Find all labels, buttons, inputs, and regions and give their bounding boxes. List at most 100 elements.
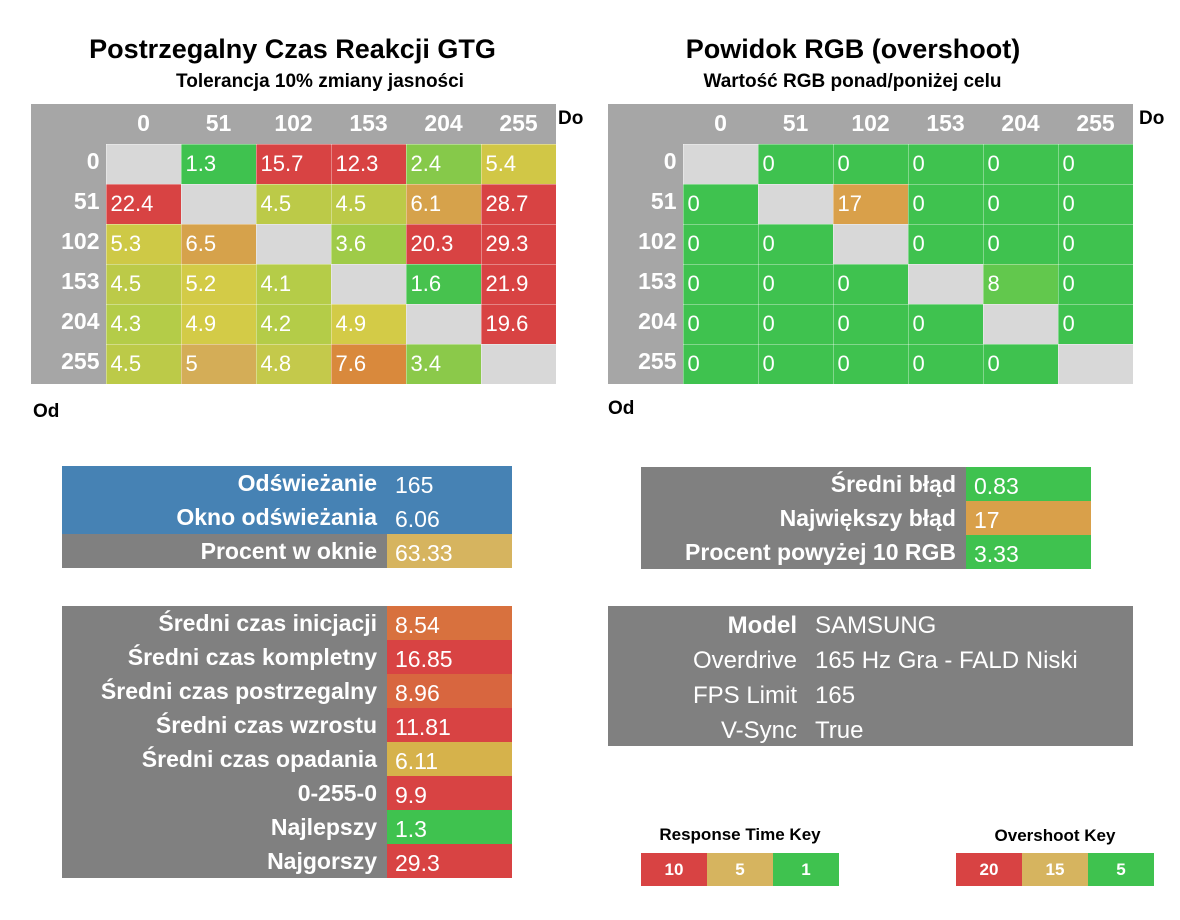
key-swatch: 5 [707, 853, 773, 886]
key-swatch: 1 [773, 853, 839, 886]
heatmap-cell: 3.4 [405, 343, 482, 385]
heatmap-cell: 0 [682, 303, 759, 345]
heatmap-cell: 20.3 [405, 223, 482, 265]
stat-value: 17 [966, 501, 1091, 535]
stat-row: 0-255-0 9.9 [62, 776, 512, 810]
overshoot-ylabel: Od [608, 398, 635, 419]
stat-value: 8.54 [387, 606, 512, 640]
info-row: V-Sync True [608, 713, 1133, 748]
heatmap-cell-empty [982, 303, 1059, 345]
stat-label: Procent powyżej 10 RGB [641, 535, 966, 569]
heatmap-table: 0 51 102 153 204 255 0 0 0 0 0 0 51 0 17 0 0 0 102 0 0 0 0 0 153… [608, 104, 1134, 385]
key-swatch: 15 [1022, 853, 1088, 886]
heatmap-cell: 5.2 [180, 263, 257, 305]
heatmap-cell: 8 [982, 263, 1059, 305]
stat-label: Największy błąd [641, 501, 966, 535]
overshoot-stats-table: Średni błąd 0.83 Największy błąd 17 Procent … [641, 467, 1091, 569]
heatmap-cell: 29.3 [480, 223, 557, 265]
heatmap-cell: 0 [682, 183, 759, 225]
heatmap-cell: 5.4 [480, 143, 557, 185]
heatmap-cell-empty [682, 143, 759, 185]
x-tick-label: 51 [181, 104, 256, 144]
stat-label: Średni czas postrzegalny [62, 674, 387, 708]
info-label: Model [727, 612, 797, 639]
heatmap-cell-empty [757, 183, 834, 225]
heatmap-cell: 4.3 [105, 303, 182, 345]
heatmap-cell: 0 [982, 183, 1059, 225]
stat-row: Procent powyżej 10 RGB 3.33 [641, 535, 1091, 569]
stat-row: Najlepszy 1.3 [62, 810, 512, 844]
heatmap-cell: 15.7 [255, 143, 332, 185]
heatmap-cell: 0 [682, 223, 759, 265]
heatmap-cell: 4.5 [330, 183, 407, 225]
stat-row: Procent w oknie 63.33 [62, 534, 512, 568]
heatmap-corner [608, 104, 683, 144]
heatmap-corner [31, 104, 106, 144]
key-swatch: 20 [956, 853, 1022, 886]
heatmap-cell: 4.5 [105, 263, 182, 305]
gtg-xlabel: Do [558, 108, 584, 129]
heatmap-cell: 2.4 [405, 143, 482, 185]
info-value: SAMSUNG [815, 612, 937, 639]
stat-value: 165 [387, 466, 512, 500]
y-tick-label: 102 [608, 224, 683, 264]
heatmap-cell: 0 [757, 143, 834, 185]
stat-label: Procent w oknie [62, 534, 387, 568]
heatmap-cell: 21.9 [480, 263, 557, 305]
heatmap-cell: 0 [1057, 303, 1134, 345]
y-tick-label: 51 [608, 184, 683, 224]
y-tick-label: 255 [31, 344, 106, 384]
gtg-heatmap: 0 51 102 153 204 255 0 1.3 15.7 12.3 2.4 5.4 51 22.4 4… [31, 104, 557, 385]
heatmap-cell: 0 [907, 223, 984, 265]
stat-row: Średni czas kompletny 16.85 [62, 640, 512, 674]
stat-row: Średni czas inicjacji 8.54 [62, 606, 512, 640]
stat-label: Średni czas wzrostu [62, 708, 387, 742]
info-row: Model SAMSUNG [608, 608, 1133, 643]
heatmap-cell: 4.1 [255, 263, 332, 305]
heatmap-cell: 0 [1057, 183, 1134, 225]
x-tick-label: 0 [683, 104, 758, 144]
heatmap-cell: 0 [1057, 223, 1134, 265]
x-tick-label: 204 [983, 104, 1058, 144]
overshoot-title: Powidok RGB (overshoot) [685, 34, 1021, 64]
x-tick-label: 102 [256, 104, 331, 144]
heatmap-cell: 0 [1057, 143, 1134, 185]
stat-label: Najgorszy [62, 844, 387, 878]
info-label: FPS Limit [692, 682, 797, 709]
overshoot-key-title: Overshoot Key [994, 826, 1116, 845]
gtg-ylabel: Od [33, 401, 60, 422]
heatmap-cell: 0 [757, 343, 834, 385]
heatmap-cell-empty [105, 143, 182, 185]
heatmap-cell: 0 [757, 303, 834, 345]
heatmap-cell: 0 [832, 303, 909, 345]
heatmap-cell: 5 [180, 343, 257, 385]
heatmap-cell: 22.4 [105, 183, 182, 225]
heatmap-cell: 0 [757, 263, 834, 305]
stat-label: Najlepszy [62, 810, 387, 844]
heatmap-cell: 4.9 [180, 303, 257, 345]
info-value: 165 Hz Gra - FALD Niski [815, 647, 1078, 674]
heatmap-cell: 6.5 [180, 223, 257, 265]
heatmap-cell: 0 [907, 143, 984, 185]
heatmap-cell: 0 [832, 343, 909, 385]
heatmap-cell: 0 [1057, 263, 1134, 305]
x-tick-label: 102 [833, 104, 908, 144]
heatmap-cell: 4.2 [255, 303, 332, 345]
info-row: Overdrive 165 Hz Gra - FALD Niski [608, 643, 1133, 678]
x-tick-label: 255 [1058, 104, 1133, 144]
heatmap-cell-empty [832, 223, 909, 265]
response-key-title: Response Time Key [659, 825, 821, 844]
gtg-subtitle: Tolerancja 10% zmiany jasności [176, 71, 464, 92]
x-tick-label: 51 [758, 104, 833, 144]
info-value: 165 [815, 682, 856, 709]
y-tick-label: 204 [31, 304, 106, 344]
stat-row: Odświeżanie 165 [62, 466, 512, 500]
heatmap-cell-empty [405, 303, 482, 345]
info-label: V-Sync [720, 717, 797, 744]
x-tick-label: 153 [331, 104, 406, 144]
y-tick-label: 255 [608, 344, 683, 384]
stat-label: Średni błąd [641, 467, 966, 501]
y-tick-label: 0 [608, 144, 683, 184]
x-tick-label: 0 [106, 104, 181, 144]
stat-row: Średni błąd 0.83 [641, 467, 1091, 501]
